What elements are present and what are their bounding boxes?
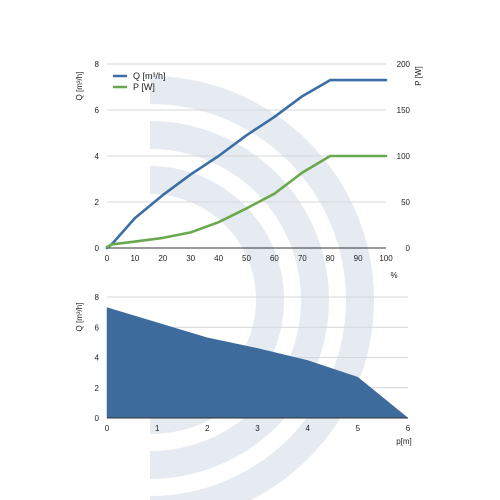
top-y-tick-label: 6 — [95, 106, 100, 115]
top-x-tick-label: 80 — [326, 254, 335, 263]
top-y-tick-label: 0 — [95, 244, 100, 253]
top-x-tick-label: 20 — [158, 254, 167, 263]
bottom-x-tick-label: 1 — [155, 424, 160, 433]
legend-label-flow: Q [m³/h] — [133, 71, 166, 81]
top-x-tick-label: 10 — [130, 254, 139, 263]
bottom-y-tick-label: 2 — [95, 384, 100, 393]
bottom-x-tick-label: 0 — [105, 424, 110, 433]
bottom-y-tick-label: 4 — [95, 354, 100, 363]
bottom-chart-flow-pressure: 0 2 4 6 8 0 1 2 3 4 5 6 Q [m³/h] p[m] — [75, 293, 412, 446]
bottom-x-tick-label: 6 — [406, 424, 411, 433]
flow-pressure-area — [106, 307, 409, 419]
top-x-axis-label: % — [390, 271, 397, 280]
legend-label-power: P [W] — [133, 82, 155, 92]
flow-series-line — [105, 78, 388, 250]
bottom-x-tick-label: 2 — [205, 424, 210, 433]
top-y2-axis-label: P [W] — [414, 66, 423, 85]
top-y2-tick-label: 150 — [397, 106, 411, 115]
bottom-y-axis-label: Q [m³/h] — [75, 303, 84, 332]
top-y2-tick-label: 100 — [397, 152, 411, 161]
bottom-x-tick-label: 4 — [305, 424, 310, 433]
bottom-y-tick-label: 0 — [95, 414, 100, 423]
top-x-tick-label: 40 — [214, 254, 223, 263]
top-y-axis-label: Q [m³/h] — [75, 72, 84, 101]
top-x-tick-label: 0 — [105, 254, 110, 263]
top-x-tick-label: 60 — [270, 254, 279, 263]
watermark-arc — [149, 76, 374, 500]
power-series-line — [105, 154, 388, 249]
watermark-logo — [149, 76, 374, 500]
top-y-tick-label: 2 — [95, 198, 100, 207]
top-y2-tick-label: 200 — [397, 60, 411, 69]
top-x-tick-label: 100 — [379, 254, 393, 263]
top-x-tick-label: 30 — [186, 254, 195, 263]
bottom-x-axis-label: p[m] — [396, 437, 412, 446]
top-x-tick-label: 50 — [242, 254, 251, 263]
top-y2-tick-label: 50 — [401, 198, 410, 207]
bottom-y-tick-label: 8 — [95, 293, 100, 302]
bottom-x-tick-label: 5 — [356, 424, 361, 433]
top-y2-tick-label: 0 — [406, 244, 411, 253]
top-x-tick-label: 70 — [298, 254, 307, 263]
bottom-y-tick-label: 6 — [95, 323, 100, 332]
top-y-tick-label: 4 — [95, 152, 100, 161]
top-y-tick-label: 8 — [95, 60, 100, 69]
bottom-x-tick-label: 3 — [255, 424, 260, 433]
watermark-arc — [149, 121, 329, 479]
top-x-tick-label: 90 — [354, 254, 363, 263]
